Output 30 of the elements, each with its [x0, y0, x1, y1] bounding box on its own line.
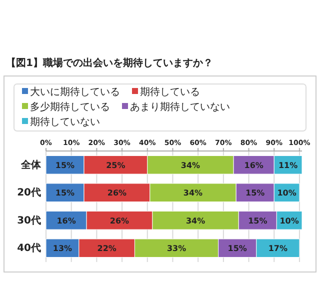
y-tick-label: 30代	[17, 214, 41, 226]
data-label: 10%	[280, 216, 299, 226]
data-label: 11%	[278, 160, 298, 170]
data-label: 15%	[55, 188, 75, 198]
data-label: 15%	[55, 160, 75, 170]
data-label: 26%	[110, 216, 130, 226]
data-label: 16%	[56, 216, 76, 226]
legend-label: 大いに期待している	[30, 86, 120, 98]
data-label: 13%	[52, 244, 72, 254]
y-tick-label: 全体	[20, 158, 42, 171]
legend-label: あまり期待していない	[130, 101, 230, 113]
data-label: 15%	[246, 188, 265, 198]
y-tick-label: 20代	[17, 186, 41, 199]
data-label: 26%	[107, 188, 127, 198]
data-label: 25%	[106, 160, 126, 170]
data-label: 22%	[97, 244, 116, 254]
legend-label: 期待している	[140, 86, 200, 98]
title: 【図1】職場での出会いを期待していますか？	[6, 58, 213, 69]
data-label: 15%	[228, 244, 247, 254]
data-label: 16%	[244, 160, 264, 170]
y-tick-label: 40代	[17, 242, 41, 254]
data-label: 34%	[183, 188, 203, 198]
data-label: 10%	[277, 188, 296, 198]
data-label: 33%	[166, 244, 186, 254]
data-label: 34%	[186, 216, 206, 226]
data-label: 34%	[180, 160, 200, 170]
data-label: 17%	[268, 244, 288, 254]
data-label: 15%	[248, 216, 268, 226]
legend-label: 多少期待している	[30, 101, 110, 113]
legend-label: 期待していない	[30, 116, 100, 128]
